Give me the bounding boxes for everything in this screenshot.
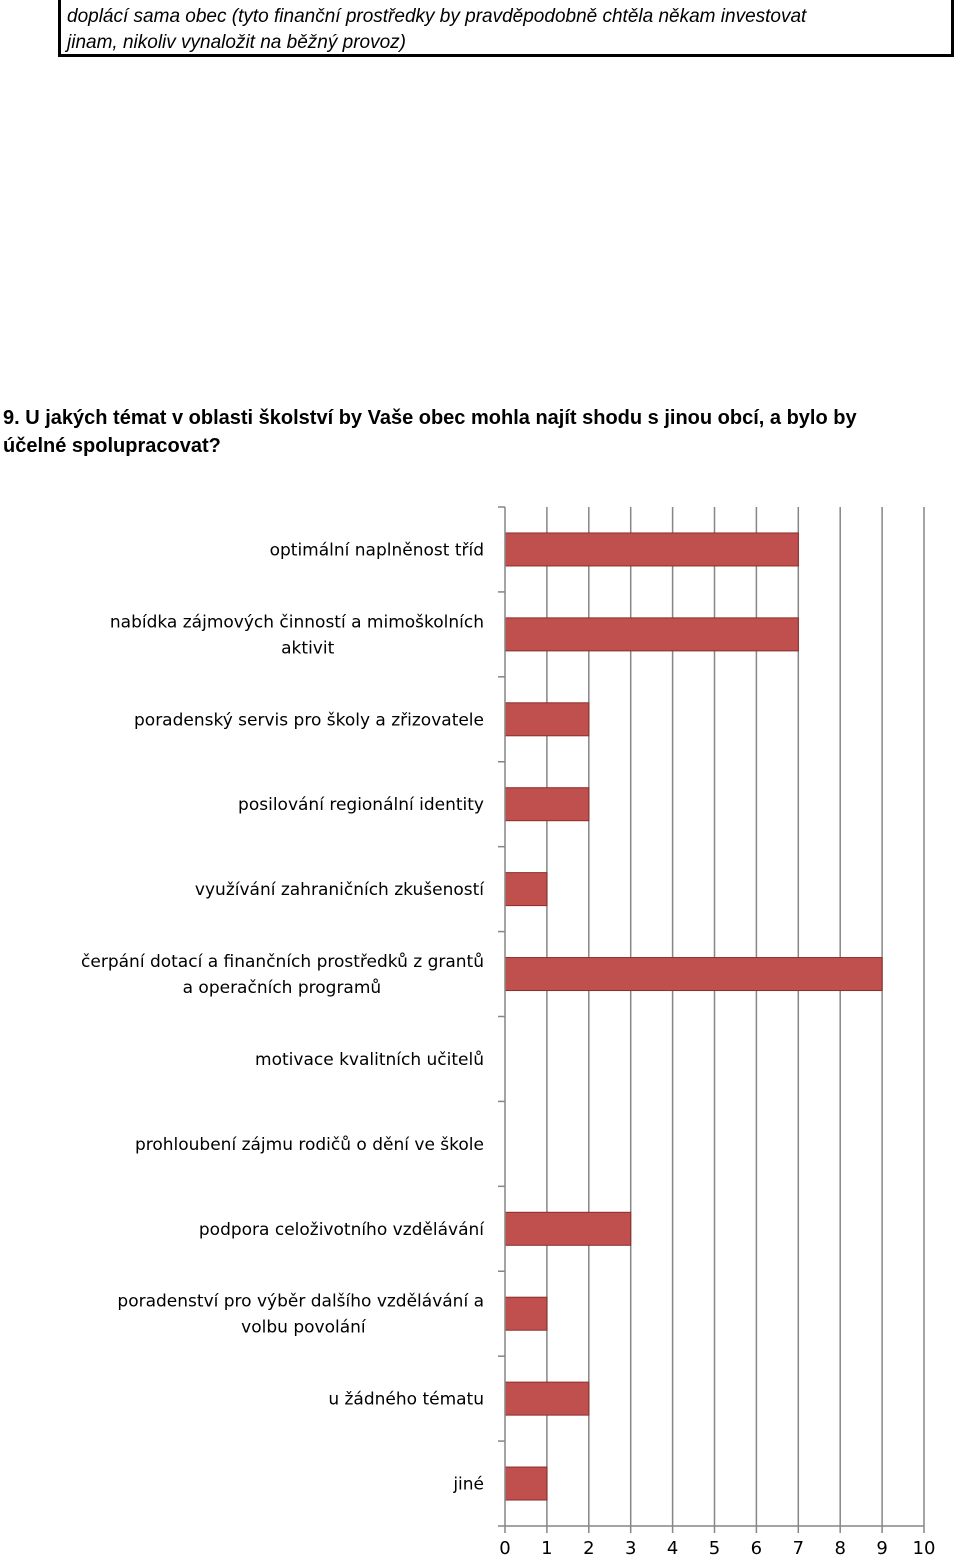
bar bbox=[504, 1211, 632, 1246]
x-tick-label: 4 bbox=[667, 1538, 678, 1559]
x-tick-label: 6 bbox=[751, 1538, 762, 1559]
x-tick-label: 3 bbox=[625, 1538, 636, 1559]
bar bbox=[504, 872, 548, 907]
category-label: čerpání dotací a finančních prostředků z… bbox=[81, 952, 484, 972]
x-tick-label: 8 bbox=[834, 1538, 845, 1559]
question-line-2: účelné spolupracovat? bbox=[3, 435, 221, 457]
category-label: využívání zahraničních zkušeností bbox=[195, 880, 485, 900]
x-tick-label: 1 bbox=[541, 1538, 552, 1559]
x-tick-label: 9 bbox=[876, 1538, 887, 1559]
bar bbox=[504, 702, 590, 737]
question-line-1: 9. U jakých témat v oblasti školství by … bbox=[3, 407, 857, 429]
x-tick-label: 10 bbox=[913, 1538, 936, 1559]
bar-chart: 0 1 2 3 4 5 6 7 8 9 10 optimální naplněnost tříd nab… bbox=[81, 506, 936, 1559]
category-label: poradenství pro výběr dalšího vzdělávání… bbox=[117, 1292, 484, 1312]
category-label: u žádného tématu bbox=[328, 1390, 484, 1410]
category-label: nabídka zájmových činností a mimoškolníc… bbox=[110, 612, 484, 632]
x-tick-label: 0 bbox=[499, 1538, 510, 1559]
category-label: posilování regionální identity bbox=[238, 795, 484, 815]
category-label: optimální naplněnost tříd bbox=[270, 540, 484, 560]
category-label: aktivit bbox=[281, 638, 334, 658]
bar bbox=[504, 1381, 590, 1416]
category-label: volbu povolání bbox=[241, 1318, 367, 1338]
x-tick-label: 7 bbox=[793, 1538, 804, 1559]
note-line-2: jinam, nikoliv vynaložit na běžný provoz… bbox=[67, 32, 406, 53]
category-label: poradenský servis pro školy a zřizovatel… bbox=[134, 710, 484, 730]
bar bbox=[504, 1466, 548, 1501]
category-label: podpora celoživotního vzdělávání bbox=[199, 1220, 485, 1240]
previous-answer-box: doplácí sama obec (tyto finanční prostře… bbox=[58, 0, 954, 57]
bar bbox=[504, 532, 799, 567]
bar bbox=[504, 617, 799, 652]
x-tick-label: 5 bbox=[709, 1538, 720, 1559]
question-heading: 9. U jakých témat v oblasti školství by … bbox=[3, 404, 943, 460]
bar bbox=[504, 957, 883, 992]
category-label: jiné bbox=[452, 1475, 484, 1495]
bar bbox=[504, 787, 590, 822]
category-label: a operačních programů bbox=[183, 978, 382, 998]
x-tick-label: 2 bbox=[583, 1538, 594, 1559]
category-label: prohloubení zájmu rodičů o dění ve škole bbox=[135, 1135, 484, 1155]
category-label: motivace kvalitních učitelů bbox=[255, 1050, 484, 1070]
note-line-1: doplácí sama obec (tyto finanční prostře… bbox=[67, 6, 807, 27]
bar bbox=[504, 1296, 548, 1331]
